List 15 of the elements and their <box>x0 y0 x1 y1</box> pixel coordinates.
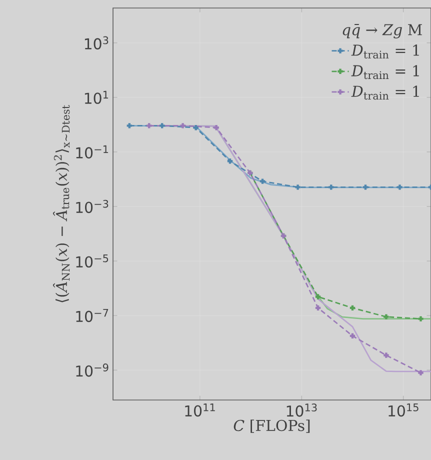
x-tick-label: 10$^{15}$ <box>388 404 418 417</box>
y-tick-label: 10$^{−9}$ <box>76 364 108 377</box>
x-tick-label: 10$^{11}$ <box>185 404 215 417</box>
y-tick-label: 10$^{1}$ <box>84 90 108 104</box>
y-tick-label: 10$^{−5}$ <box>76 254 108 268</box>
legend-label: D$_{train}$ = 1 <box>351 86 419 100</box>
y-tick-label: 10$^{3}$ <box>84 36 108 50</box>
y-tick-label: 10$^{−1}$ <box>76 145 108 158</box>
legend-title: qq̄ → Zg M <box>342 24 422 38</box>
y-tick-label: 10$^{−7}$ <box>76 309 108 322</box>
y-tick-label: 10$^{−3}$ <box>76 200 108 214</box>
x-axis-title: C [FLOPs] <box>234 420 310 433</box>
x-tick-label: 10$^{13}$ <box>286 404 317 417</box>
legend-label: D$_{train}$ = 1 <box>351 65 419 80</box>
legend-label: D$_{train}$ = 1 <box>351 44 419 59</box>
